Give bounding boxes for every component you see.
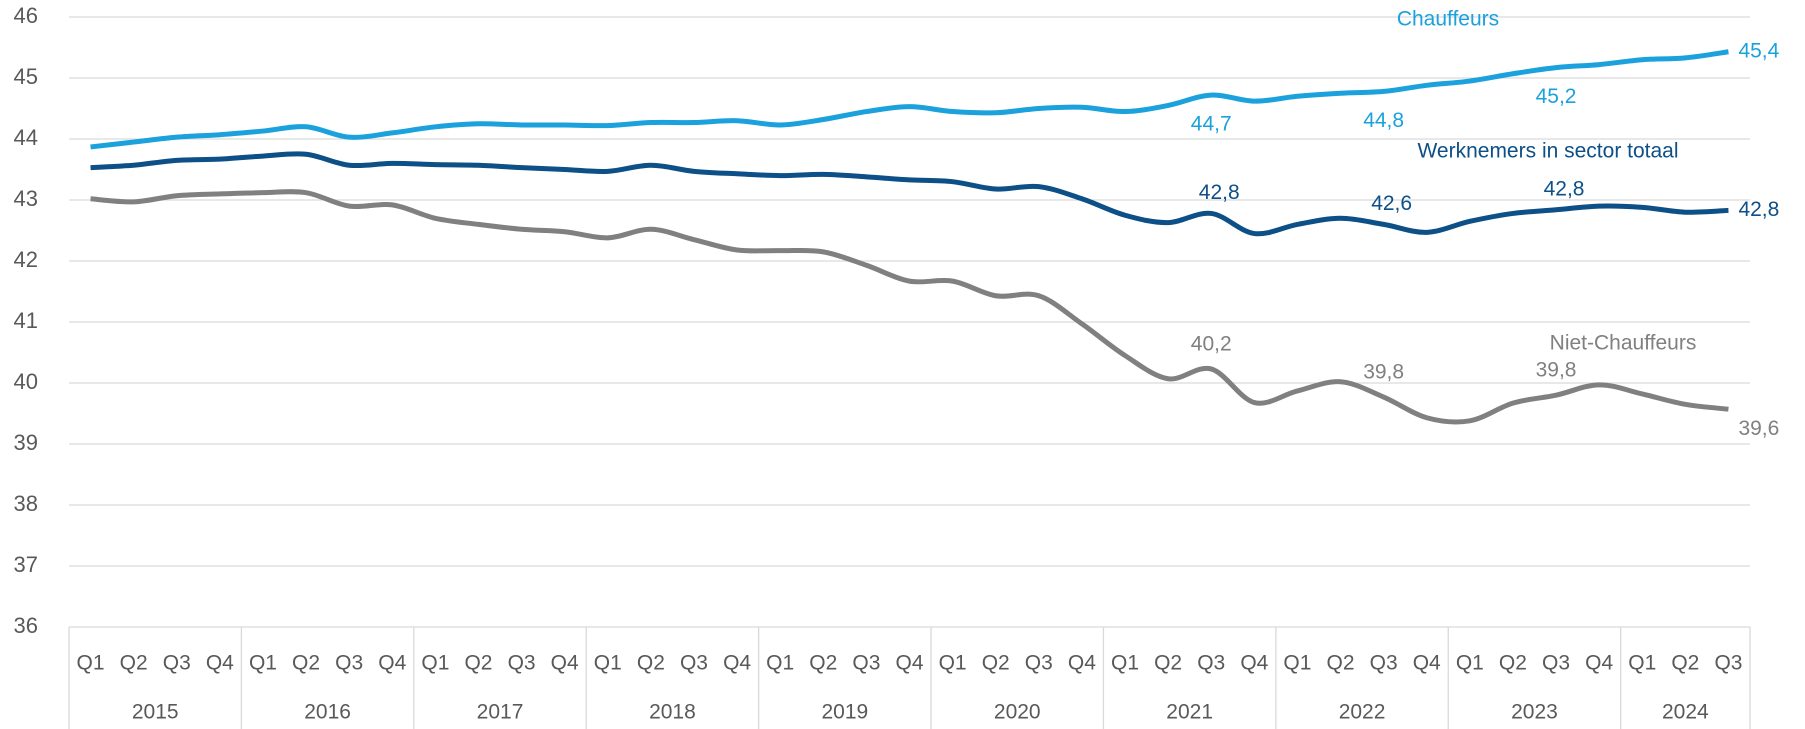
- x-tick-label: Q4: [206, 652, 234, 675]
- data-label: 45,4: [1738, 39, 1779, 62]
- x-tick-label: Q4: [1240, 652, 1268, 675]
- x-tick-label: Q3: [852, 652, 880, 675]
- y-tick-label: 37: [14, 552, 38, 577]
- x-tick-label: Q2: [1499, 652, 1527, 675]
- year-label: 2022: [1339, 701, 1386, 724]
- x-tick-label: Q3: [1542, 652, 1570, 675]
- year-label: 2023: [1511, 701, 1558, 724]
- x-tick-label: Q2: [982, 652, 1010, 675]
- x-tick-label: Q2: [1154, 652, 1182, 675]
- x-tick-label: Q1: [1628, 652, 1656, 675]
- year-label: 2015: [132, 701, 179, 724]
- x-tick-label: Q2: [1671, 652, 1699, 675]
- series-name: Niet-Chauffeurs: [1550, 332, 1697, 355]
- y-tick-label: 45: [14, 64, 38, 89]
- x-tick-label: Q4: [895, 652, 923, 675]
- x-tick-label: Q3: [680, 652, 708, 675]
- year-label: 2018: [649, 701, 696, 724]
- series-line: [90, 49, 1729, 150]
- x-tick-label: Q4: [1585, 652, 1613, 675]
- x-tick-label: Q3: [508, 652, 536, 675]
- year-label: 2017: [477, 701, 524, 724]
- y-tick-label: 39: [14, 430, 38, 455]
- y-tick-label: 36: [14, 613, 38, 638]
- data-label: 42,8: [1199, 181, 1240, 204]
- x-tick-label: Q2: [292, 652, 320, 675]
- data-label: 45,2: [1536, 85, 1577, 108]
- x-tick-label: Q1: [249, 652, 277, 675]
- x-tick-label: Q1: [1111, 652, 1139, 675]
- x-tick-label: Q1: [1456, 652, 1484, 675]
- series-line: [90, 189, 1729, 425]
- data-label: 42,8: [1738, 198, 1779, 221]
- data-label: 39,6: [1738, 417, 1779, 440]
- x-tick-label: Q1: [939, 652, 967, 675]
- series-line: [90, 151, 1729, 237]
- data-label: 44,7: [1191, 113, 1232, 136]
- x-tick-label: Q1: [1283, 652, 1311, 675]
- data-label: 39,8: [1363, 361, 1404, 384]
- data-label: 39,8: [1536, 359, 1577, 382]
- year-label: 2020: [994, 701, 1041, 724]
- x-tick-label: Q4: [1413, 652, 1441, 675]
- year-label: 2019: [821, 701, 868, 724]
- x-tick-label: Q1: [421, 652, 449, 675]
- year-label: 2016: [304, 701, 351, 724]
- y-tick-label: 44: [14, 125, 38, 150]
- x-tick-label: Q3: [1197, 652, 1225, 675]
- y-tick-label: 38: [14, 491, 38, 516]
- x-tick-label: Q3: [335, 652, 363, 675]
- x-tick-label: Q2: [120, 652, 148, 675]
- x-tick-label: Q2: [464, 652, 492, 675]
- year-label: 2021: [1166, 701, 1213, 724]
- x-tick-label: Q4: [1068, 652, 1096, 675]
- x-tick-label: Q3: [1370, 652, 1398, 675]
- x-tick-label: Q3: [163, 652, 191, 675]
- x-tick-label: Q4: [551, 652, 579, 675]
- series-name: Werknemers in sector totaal: [1417, 140, 1678, 163]
- data-label: 42,8: [1544, 177, 1585, 200]
- y-tick-label: 41: [14, 308, 38, 333]
- x-tick-label: Q1: [766, 652, 794, 675]
- x-tick-label: Q1: [77, 652, 105, 675]
- series-name: Chauffeurs: [1397, 8, 1499, 31]
- x-tick-label: Q2: [637, 652, 665, 675]
- y-tick-label: 46: [14, 3, 38, 28]
- y-tick-label: 43: [14, 186, 38, 211]
- x-tick-label: Q4: [723, 652, 751, 675]
- x-tick-label: Q3: [1714, 652, 1742, 675]
- data-label: 40,2: [1191, 333, 1232, 356]
- x-tick-label: Q4: [378, 652, 406, 675]
- x-tick-label: Q2: [1327, 652, 1355, 675]
- x-tick-label: Q3: [1025, 652, 1053, 675]
- data-label: 44,8: [1363, 109, 1404, 132]
- data-label: 42,6: [1371, 192, 1412, 215]
- x-tick-label: Q1: [594, 652, 622, 675]
- year-label: 2024: [1662, 701, 1709, 724]
- x-tick-label: Q2: [809, 652, 837, 675]
- y-tick-label: 40: [14, 369, 38, 394]
- y-tick-label: 42: [14, 247, 38, 272]
